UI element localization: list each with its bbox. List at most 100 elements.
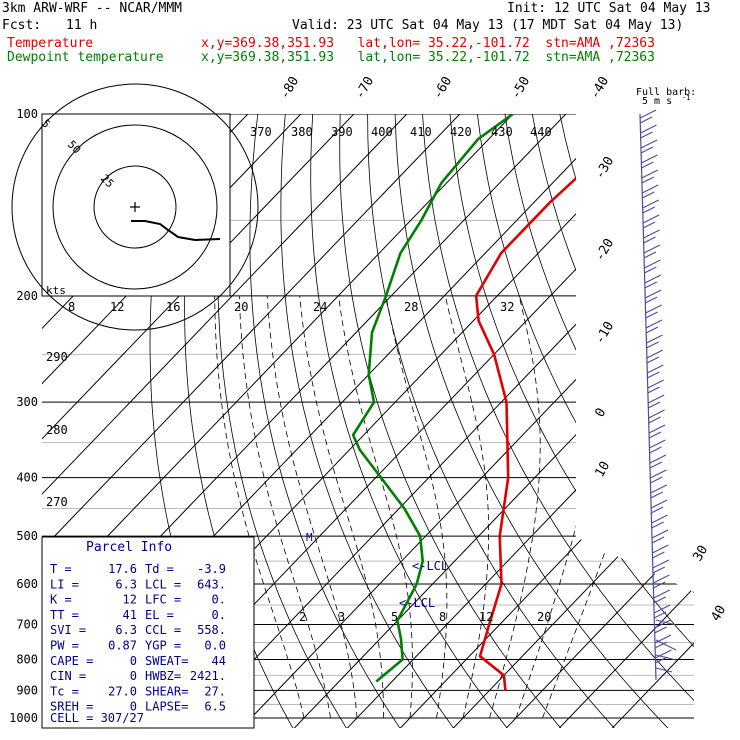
wind-barb [642, 199, 659, 214]
isotherm-line [238, 114, 694, 728]
wind-barb [652, 559, 670, 574]
theta-label: 290 [46, 350, 68, 364]
isotherm-label: -70 [352, 74, 377, 102]
isotherm-line [556, 114, 694, 728]
lcl-label: <-LCL [412, 559, 448, 573]
parcel-info-cell: CELL = 307/27 [50, 711, 144, 725]
wind-barb [645, 304, 662, 319]
forecast-hour: 11 h [66, 18, 98, 33]
wind-barb [648, 424, 666, 439]
isotherm-line [503, 114, 694, 728]
isotherm-line [397, 114, 694, 728]
wind-barbs [639, 109, 677, 681]
mixing-ratio-label: 2 [299, 610, 306, 624]
mixing-ratio-label: 12 [110, 300, 124, 314]
wind-barb [645, 319, 663, 334]
theta-label: 380 [291, 125, 313, 139]
pressure-label: 900 [16, 683, 38, 697]
wind-barb [654, 619, 671, 634]
dry-adiabat-line [249, 114, 403, 728]
parcel-info-key: HWBZ= [145, 669, 181, 683]
barb-legend-exponent: -1 [682, 94, 690, 102]
hodograph-units-label: kts [46, 284, 66, 297]
isotherm-label: 10 [592, 459, 613, 480]
isotherm-label: -20 [592, 236, 617, 264]
parcel-info-key: LFC = [145, 593, 181, 607]
dry-adiabat-line [367, 114, 618, 728]
moist-adiabat-line [214, 295, 305, 719]
isotherm-line [344, 114, 694, 728]
barb-staff [639, 113, 657, 681]
parcel-info-key: LAPSE= [145, 700, 188, 714]
theta-label: 410 [410, 125, 432, 139]
mixing-ratio-label: 16 [166, 300, 180, 314]
moist-adiabat-line [385, 295, 448, 719]
parcel-info-value: 6.3 [115, 577, 137, 591]
wind-barb [644, 289, 662, 304]
theta-label: 270 [46, 495, 68, 509]
moist-adiabat-line [299, 295, 384, 718]
moist-adiabat-line [489, 295, 541, 719]
parcel-info-key: EL = [145, 608, 174, 622]
isotherm-label: -60 [430, 74, 455, 102]
dry-adiabat-line [641, 114, 694, 728]
wind-barb [654, 634, 672, 649]
parcel-info-title: Parcel Info [86, 540, 172, 555]
isotherm-label: -30 [592, 154, 617, 182]
mixing-ratio-label: 8 [439, 610, 446, 624]
parcel-info-frame [41, 536, 255, 729]
parcel-info-key: CCL = [145, 623, 181, 637]
wind-barb [649, 439, 666, 454]
isotherm-label: 30 [690, 543, 711, 564]
parcel-info-value: 27.0 [108, 684, 137, 698]
parcel-info-key: SREH = [50, 700, 93, 714]
parcel-info-value: 6.5 [204, 700, 226, 714]
parcel-info-value: 6.3 [115, 623, 137, 637]
isotherm-line [450, 114, 694, 728]
mixing-ratio-label: 20 [537, 610, 551, 624]
wind-barb [655, 649, 672, 664]
parcel-info-key: CAPE = [50, 654, 93, 668]
wind-barb [639, 109, 657, 124]
barb-legend-title: Full barb: [636, 87, 696, 98]
dry-adiabat-line [217, 114, 349, 728]
mixing-ratio-label: 28 [404, 300, 418, 314]
mixing-ratio-label: 3 [338, 610, 345, 624]
wind-barb [646, 334, 663, 349]
wind-barb [643, 229, 660, 244]
moist-adiabat-line [444, 295, 489, 719]
chart-series [351, 114, 652, 691]
init-time: Init: 12 UTC Sat 04 May 13 [507, 1, 711, 16]
parcel-info-key: Tc = [50, 684, 79, 698]
mixing-ratio-label: 5 [391, 610, 398, 624]
parcel-info-value: 0.87 [108, 639, 137, 653]
wind-barb [653, 604, 671, 619]
parcel-info-value: -3.9 [197, 562, 226, 576]
mixing-ratio-label: 20 [234, 300, 248, 314]
valid-time: Valid: 23 UTC Sat 04 May 13 (17 MDT Sat … [292, 18, 684, 33]
dewpoint-line [351, 114, 514, 683]
wind-barb [653, 589, 670, 604]
pressure-label: 100 [16, 107, 38, 121]
hodograph-ring-middle [52, 124, 218, 290]
wind-barb [651, 529, 669, 544]
parcel-info-value: 558. [197, 623, 226, 637]
dry-adiabat-line [394, 114, 671, 728]
dry-adiabat-line [725, 114, 740, 731]
dry-adiabat-line [280, 114, 456, 728]
forecast-label: Fcst: [2, 18, 42, 33]
theta-label: 370 [250, 125, 272, 139]
isotherm-label: -10 [592, 319, 617, 347]
hodograph-ring-outer [12, 84, 258, 330]
theta-label: 420 [450, 125, 472, 139]
dry-adiabat-line [449, 114, 694, 728]
moist-adiabat-line [515, 295, 606, 719]
wind-barb [641, 169, 659, 184]
isotherm-label: -40 [587, 74, 612, 102]
isotherm-label: -80 [277, 74, 302, 102]
wind-barb [644, 274, 662, 289]
wind-barb [651, 514, 668, 529]
parcel-info-value: 12 [123, 593, 137, 607]
isotherm-label: 40 [708, 603, 729, 624]
